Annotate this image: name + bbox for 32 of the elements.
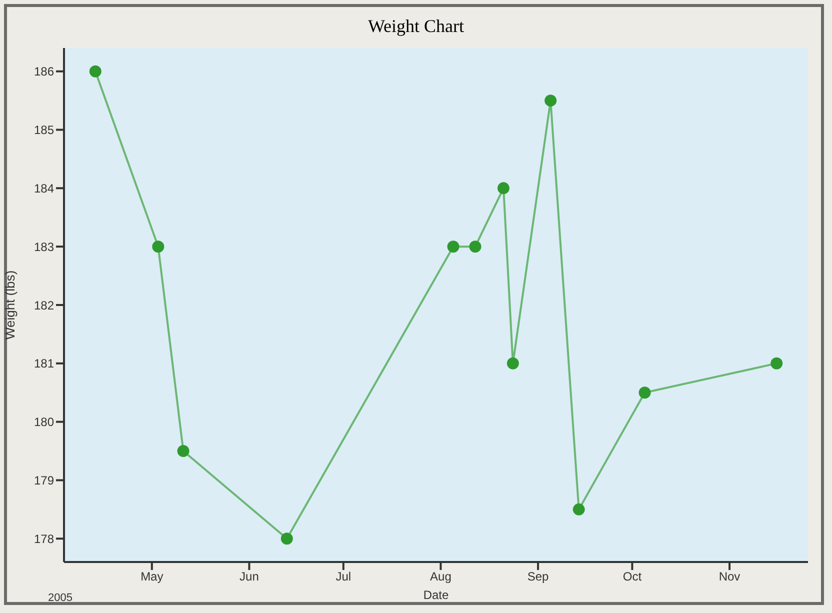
y-tick-label: 178	[34, 532, 54, 546]
y-tick-label: 183	[34, 240, 54, 254]
x-tick-label: Nov	[718, 570, 740, 584]
point	[497, 182, 510, 194]
point	[280, 532, 293, 545]
x-tick-label: Jun	[240, 570, 259, 584]
y-tick-label: 186	[34, 64, 54, 79]
point	[506, 357, 519, 370]
y-axis-title: Weight (lbs)	[2, 270, 18, 340]
chart-title: Weight Chart	[366, 16, 466, 37]
x-tick-label: Oct	[622, 570, 642, 584]
y-tick-label: 185	[34, 123, 54, 138]
y-tick-label: 184	[34, 181, 54, 196]
point	[177, 445, 190, 458]
point	[152, 240, 164, 253]
x-tick-label: Jul	[336, 570, 352, 584]
point	[447, 240, 460, 253]
point	[544, 94, 557, 107]
point	[638, 386, 651, 399]
x-tick-label: Sep	[527, 570, 550, 584]
point	[770, 357, 783, 370]
y-tick-label: 180	[34, 415, 54, 430]
y-tick-label: 179	[34, 473, 54, 488]
point	[89, 65, 102, 78]
y-tick-label: 181	[34, 356, 54, 371]
point	[572, 503, 585, 516]
x-tick-label: May	[140, 570, 164, 584]
text: 2005	[48, 592, 72, 604]
y-tick-label: 182	[34, 298, 54, 312]
point	[469, 240, 482, 253]
x-axis-title: Date	[423, 588, 449, 602]
x-tick-label: Aug	[430, 570, 452, 584]
